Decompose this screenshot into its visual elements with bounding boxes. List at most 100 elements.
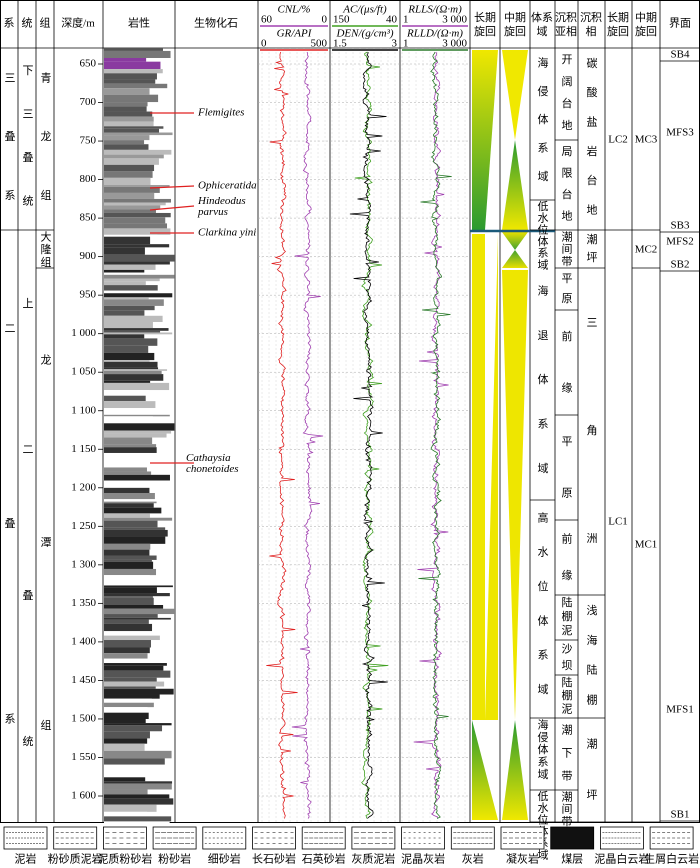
header-line: 长期: [607, 11, 629, 24]
header-line: 中期: [504, 11, 526, 24]
lithology-bed: [104, 501, 157, 504]
log-name: DEN/(g/cm³): [335, 28, 393, 40]
lithology-bed: [104, 444, 157, 448]
header-label: 岩性: [128, 16, 150, 30]
lithology-bed: [104, 212, 171, 218]
lithology-bed: [104, 297, 149, 300]
legend-label: 泥晶白云岩: [594, 852, 649, 866]
lithology-bed: [104, 401, 156, 409]
lithology-bed: [104, 186, 160, 193]
header-label: 深度/m: [61, 16, 95, 30]
lithology-bed: [104, 543, 151, 550]
lithology-bed: [104, 520, 158, 528]
facies-label: 碳酸盐岩台地: [585, 56, 598, 233]
lithology-bed: [104, 617, 171, 620]
lithology-bed: [104, 106, 147, 112]
lithology-bed: [104, 731, 150, 739]
lithology-bed: [104, 804, 157, 812]
lithology-bed: [104, 758, 165, 765]
legend-label: 生屑白云岩: [644, 852, 699, 866]
facies-label: 浅海陆棚: [585, 604, 598, 723]
lithology-bed: [104, 492, 155, 500]
subfacies-label: 前缘: [560, 329, 573, 433]
lithology-bed: [104, 587, 157, 594]
lithology-bed: [104, 575, 150, 581]
lithology-bed: [104, 315, 163, 322]
lithology-bed: [104, 658, 155, 664]
lithology-bed: [104, 278, 160, 282]
log-curve: [266, 51, 298, 819]
long-cycle-shape: [485, 234, 498, 720]
legend-label: 泥岩: [15, 852, 37, 866]
lithology-bed: [104, 370, 162, 375]
system-label: 二叠系: [3, 322, 16, 868]
lithology-bed: [104, 310, 145, 316]
lithology-bed: [104, 140, 145, 145]
subfacies-label: 潮间带: [560, 789, 573, 827]
long-cycle-label: LC1: [608, 516, 628, 528]
legend-label: 石英砂岩: [302, 852, 346, 866]
depth-label: 1 350: [71, 597, 96, 609]
lithology-bed: [104, 177, 151, 186]
lithology-bed: [104, 781, 173, 784]
lithology-bed: [104, 738, 148, 744]
lithology-bed: [104, 321, 153, 329]
lithology-bed: [104, 794, 170, 799]
subfacies-label: 沙坝: [560, 642, 573, 675]
long-cycle-shape: [472, 720, 498, 820]
header-line: 亚相: [555, 25, 577, 38]
lithology-bed: [104, 593, 170, 597]
systems-tract-label: 海侵体系域: [536, 55, 549, 198]
legend-label: 细砂岩: [208, 852, 241, 866]
lithology-bed: [104, 135, 150, 141]
lithology-bed: [104, 437, 153, 445]
lithology-bed: [104, 50, 171, 58]
mid-cycle-shape: [502, 232, 528, 268]
log-scale-right: 40: [386, 14, 398, 26]
lithology-bed: [104, 285, 158, 291]
header-label: 沉积亚相: [555, 11, 577, 38]
lithology-bed: [104, 79, 156, 84]
lithology-bed: [104, 121, 154, 127]
depth-label: 1 250: [71, 520, 96, 532]
lithology-bed: [104, 382, 170, 391]
system-label: 三叠系: [3, 72, 16, 248]
header-label: 界面: [669, 17, 691, 30]
lithology-bed: [104, 128, 160, 133]
lithology-bed: [104, 361, 158, 368]
lithology-bed: [104, 764, 170, 770]
lithology-bed: [104, 111, 153, 117]
lithology-bed: [104, 247, 145, 255]
depth-label: 1 000: [71, 327, 96, 339]
lithology-bed: [104, 694, 160, 699]
log-scale-left: 0: [261, 38, 267, 50]
lithology-bed: [104, 503, 154, 508]
depth-label: 1 450: [71, 674, 96, 686]
lithology-bed: [104, 254, 175, 262]
surface-label: MFS2: [666, 236, 694, 248]
lithology-bed: [104, 345, 149, 353]
lithology-bed: [104, 719, 146, 724]
mid-cycle-shape: [502, 140, 528, 230]
lithology-bed: [104, 264, 156, 270]
lithology-bed: [104, 236, 151, 245]
lithology-bed: [104, 723, 172, 726]
formation-label: 龙潭组: [39, 354, 52, 868]
legend-label: 灰质泥岩: [351, 852, 395, 866]
subfacies-label: 平原: [560, 273, 573, 313]
header-label: 中期旋回: [504, 11, 526, 38]
lithology-bed: [104, 360, 150, 362]
lithology-bed: [104, 144, 149, 150]
lithology-bed: [104, 408, 162, 415]
legend-label: 泥晶灰岩: [401, 852, 445, 866]
header-label: 统: [22, 17, 33, 30]
lithology-bed: [104, 154, 164, 159]
lithology-bed: [104, 608, 175, 615]
mid-cycle-label: MC2: [635, 244, 658, 256]
legend-swatch: [301, 826, 346, 850]
legend-swatch: [53, 826, 98, 850]
subfacies-label: 陆棚泥: [560, 595, 573, 638]
lithology-bed: [104, 380, 151, 383]
depth-label: 1 600: [71, 790, 96, 802]
lithology-bed: [104, 83, 168, 89]
